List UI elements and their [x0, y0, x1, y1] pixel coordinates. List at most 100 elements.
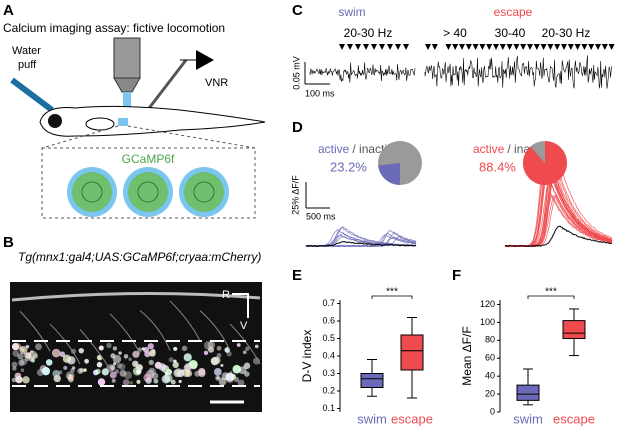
neuron	[11, 377, 17, 383]
neuron	[123, 354, 129, 359]
panel-label: F	[452, 267, 461, 284]
neuron	[164, 372, 168, 376]
neuron	[237, 379, 245, 387]
neuron	[229, 373, 237, 381]
neuron	[128, 357, 132, 362]
neuron	[29, 356, 35, 362]
neuron	[95, 368, 101, 375]
neuron	[119, 369, 127, 377]
zoom-box	[41, 147, 256, 219]
legend-active: active	[318, 142, 350, 156]
trace-inactive	[305, 241, 417, 248]
y-tick-label: 80	[485, 335, 495, 345]
neuron	[178, 379, 182, 384]
burst-marker	[540, 44, 547, 50]
neuron	[17, 353, 24, 360]
burst-marker	[533, 44, 540, 50]
burst-marker	[403, 44, 409, 50]
burst-marker	[527, 44, 533, 50]
neuron	[11, 361, 18, 368]
neuron	[161, 374, 171, 384]
trace-active	[306, 229, 417, 248]
neuron	[143, 373, 152, 382]
panel-label: B	[3, 234, 14, 251]
neuron	[118, 363, 126, 371]
neuron	[172, 361, 179, 369]
frequency-label: > 40	[443, 26, 467, 40]
neuron	[216, 345, 222, 351]
burst-marker	[371, 44, 377, 50]
condition-label: swim	[338, 5, 365, 19]
neuron	[113, 362, 117, 366]
frequency-label: 20-30 Hz	[344, 26, 393, 40]
neuron	[13, 343, 21, 351]
y-tick-label: 40	[485, 371, 495, 381]
neuron	[212, 356, 221, 365]
burst-marker	[452, 44, 459, 50]
neuron	[238, 366, 247, 375]
burst-marker	[506, 44, 513, 50]
amplifier	[196, 50, 214, 70]
significance-label: ***	[386, 287, 398, 298]
neuron	[136, 364, 143, 371]
panel-title: Tg(mnx1:gal4;UAS:GCaMP6f;cryaa:mCherry)	[18, 250, 261, 264]
box	[400, 334, 424, 371]
neuron	[177, 369, 185, 378]
neuron	[109, 371, 117, 379]
neuron	[79, 368, 84, 373]
x-tick-label: escape	[391, 411, 433, 426]
axon	[109, 313, 141, 354]
puff-label: Water	[12, 45, 41, 57]
neuron	[220, 363, 224, 367]
axon	[229, 323, 261, 365]
y-tick-label: 0	[490, 406, 495, 416]
neuron	[59, 351, 66, 358]
neuron	[39, 365, 48, 373]
neuron	[30, 350, 34, 354]
burst-marker	[554, 44, 561, 50]
x-tick-label: escape	[553, 411, 595, 426]
neuron	[168, 357, 174, 363]
neuron	[188, 359, 198, 369]
neuron	[203, 350, 209, 356]
burst-marker	[431, 44, 438, 50]
nucleus	[193, 181, 215, 203]
burst-marker	[561, 44, 567, 50]
x-tick-label: swim	[513, 411, 543, 426]
fish	[39, 105, 266, 137]
condition-label: escape	[494, 5, 533, 19]
neuron	[181, 345, 188, 352]
burst-marker	[459, 44, 465, 50]
y-tick-label: 0.7	[322, 298, 335, 308]
neuron	[173, 359, 177, 364]
neuron	[96, 361, 103, 368]
neuron	[45, 359, 53, 366]
legend-active: active	[473, 142, 505, 156]
calcium-traces	[305, 146, 613, 248]
neuron	[153, 378, 159, 384]
pie-label: 88.4%	[479, 159, 516, 174]
burst-marker	[472, 44, 479, 50]
nucleus	[137, 181, 159, 203]
neuron	[12, 349, 20, 357]
panel-title: Calcium imaging assay: fictive locomotio…	[3, 21, 225, 35]
orientation-label: R	[222, 289, 230, 301]
burst-marker	[445, 44, 452, 50]
neuron	[215, 375, 221, 381]
neuron	[148, 359, 154, 366]
vnr-trace	[424, 55, 613, 89]
neuron	[198, 369, 206, 378]
burst-marker	[339, 44, 345, 50]
cell-body	[184, 172, 224, 212]
significance-bracket	[527, 295, 575, 299]
y-tick-label: 120	[480, 299, 495, 309]
burst-marker	[425, 44, 431, 50]
neuron	[51, 348, 61, 358]
neuron	[18, 359, 25, 367]
puff-pipette	[10, 77, 54, 113]
vnr-traces	[309, 44, 615, 89]
neurons	[11, 291, 261, 387]
neuron	[254, 344, 259, 349]
axon	[79, 328, 111, 370]
